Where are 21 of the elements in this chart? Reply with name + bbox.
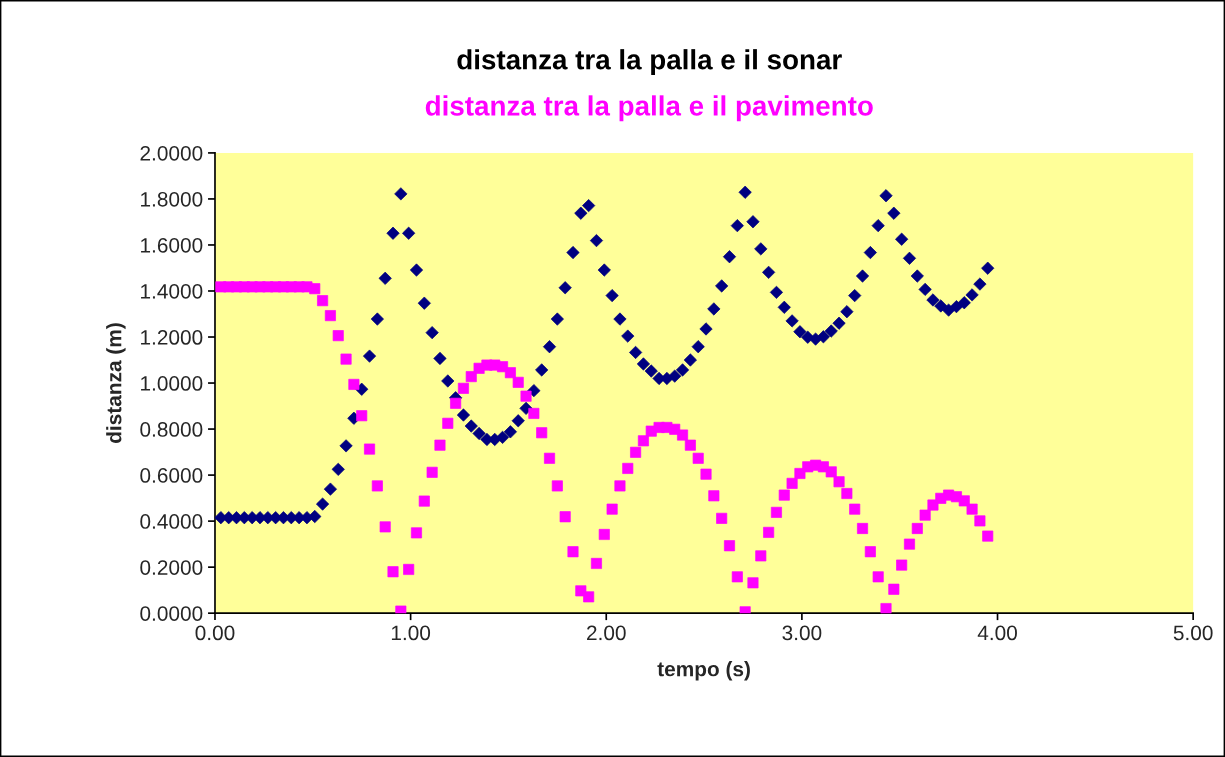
x-tick-label: 2.00 (587, 625, 626, 641)
y-tick-label: 0.6000 (140, 468, 203, 483)
y-tick-label: 0.2000 (140, 560, 203, 575)
y-tick-label: 1.0000 (141, 376, 203, 391)
x-tick-label: 0.00 (195, 625, 235, 641)
y-tick-label: 1.6000 (141, 237, 203, 253)
x-tick-label: 5.00 (1173, 625, 1213, 641)
x-tick-label: 1.00 (391, 625, 431, 641)
x-tick-label: 4.00 (977, 625, 1017, 641)
y-tick-label: 1.8000 (141, 191, 203, 207)
y-tick-label: 0.8000 (140, 422, 203, 437)
y-tick-label: 2.0000 (140, 145, 203, 161)
x-tick-label: 3.00 (782, 625, 822, 641)
y-axis-title: distanza (m) (106, 323, 126, 443)
x-axis-title: tempo (s) (657, 661, 750, 681)
chart-title: distanza tra la palla e il sonar (457, 49, 842, 76)
y-tick-label: 0.4000 (140, 514, 203, 529)
chart-subtitle: distanza tra la palla e il pavimento (425, 95, 873, 122)
y-tick-label: 0.0000 (140, 606, 203, 621)
y-tick-label: 1.4000 (141, 283, 203, 299)
y-tick-label: 1.2000 (141, 330, 203, 345)
